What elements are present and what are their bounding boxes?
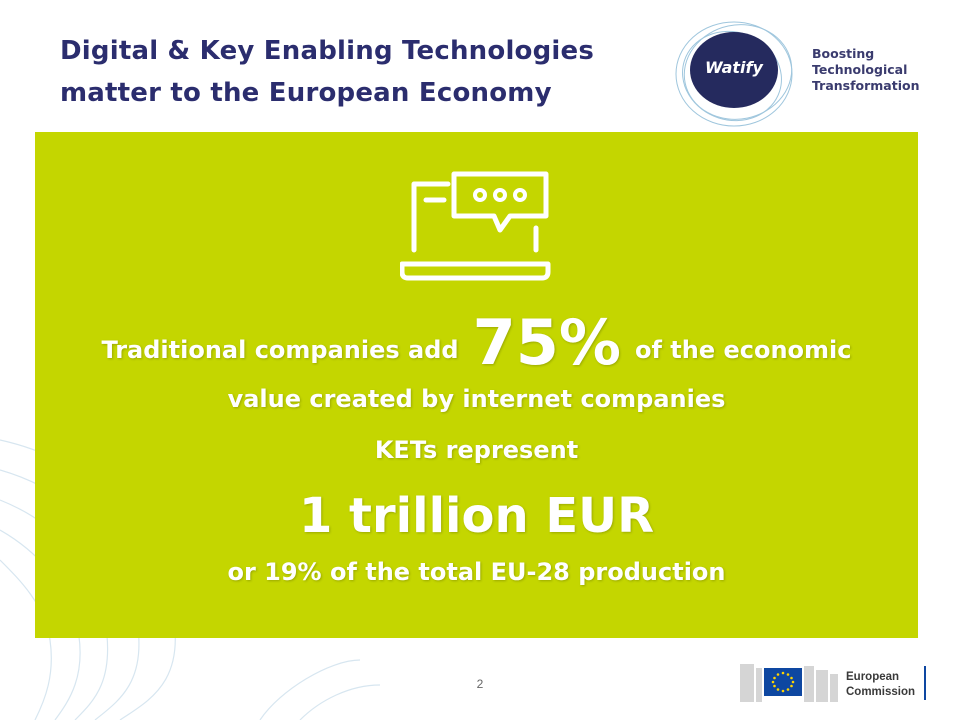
- european-commission-label: European Commission: [846, 670, 936, 700]
- ec-line-2: Commission: [846, 686, 916, 698]
- title-line-1: Digital & Key Enabling Technologies: [60, 36, 595, 66]
- title-line-2: matter to the European Economy: [60, 78, 552, 108]
- stat2-prefix: KETs represent: [374, 436, 579, 464]
- ec-line-1: European: [846, 671, 900, 683]
- tagline-line-1: Boosting: [812, 46, 875, 61]
- stat1-prefix: Traditional companies add: [101, 336, 459, 364]
- tagline-line-2: Technological: [812, 62, 908, 77]
- slide-title: Digital & Key Enabling Technologies matt…: [60, 30, 660, 114]
- stat2-value: 1 trillion EUR: [298, 488, 655, 544]
- stat-traditional-companies: Traditional companies add 75% of the econo…: [35, 298, 918, 395]
- laptop-chat-icon: [400, 171, 551, 281]
- stat1-suffix: of the economic: [635, 336, 852, 364]
- stat1-line-2: value created by internet companies: [227, 385, 726, 413]
- stat1-value: 75%: [472, 306, 621, 379]
- watify-tagline: Boosting Technological Transformation: [812, 46, 942, 94]
- european-commission-logo: [740, 664, 926, 702]
- tagline-line-3: Transformation: [812, 78, 920, 93]
- page-number: 2: [476, 677, 484, 691]
- stat2-suffix: or 19% of the total EU-28 production: [227, 558, 726, 586]
- watify-logo-mark: [675, 21, 793, 127]
- watify-logo-word: Watify: [705, 58, 763, 77]
- watify-logo: Watify Boosting Technological Transforma…: [672, 14, 942, 134]
